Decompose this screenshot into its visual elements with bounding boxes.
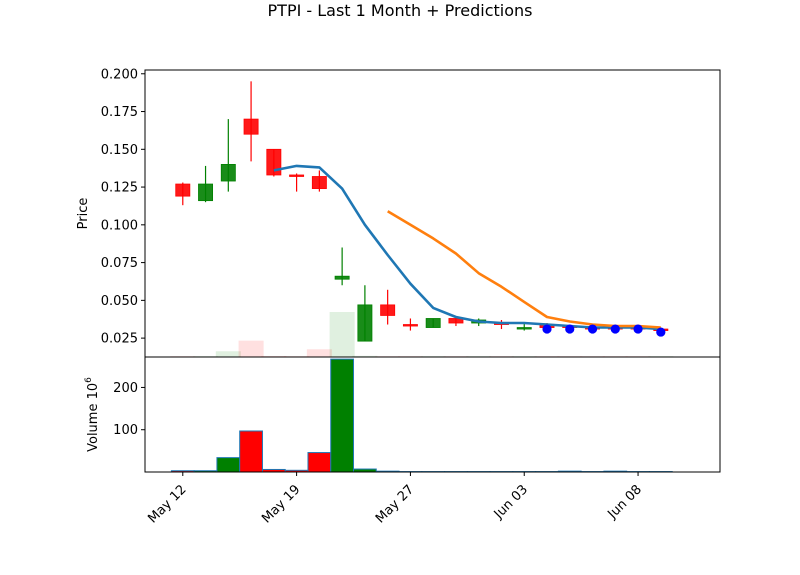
candle-body	[220, 164, 236, 182]
prediction-lines	[273, 164, 666, 337]
x-axis: May 12 May 19 May 27 Jun 03 Jun 08	[145, 472, 645, 526]
price-volume-overlay-bar	[306, 349, 332, 357]
price-y-tick-label: 0.025	[101, 332, 138, 347]
volume-y-tick-label: 100	[113, 423, 138, 438]
volume-bars	[170, 358, 673, 473]
prediction-marker	[656, 327, 666, 337]
candle-body	[243, 118, 259, 135]
candle-body	[380, 304, 396, 316]
candle-body	[402, 324, 418, 327]
x-tick-label: Jun 08	[605, 482, 645, 522]
candle-body	[266, 148, 282, 176]
price-y-tick-label: 0.075	[101, 256, 138, 271]
candle-body	[289, 174, 305, 177]
volume-bar	[239, 430, 263, 473]
x-tick-label: Jun 03	[491, 482, 531, 522]
price-y-tick-label: 0.150	[101, 143, 138, 158]
volume-axis-label-exponent: 6	[84, 377, 94, 383]
price-y-tick-label: 0.100	[101, 218, 138, 233]
candle-body	[198, 183, 214, 202]
price-y-tick-label: 0.050	[101, 294, 138, 309]
x-tick-label: May 12	[145, 482, 189, 526]
price-volume-overlay-bar	[352, 355, 378, 357]
volume-y-axis: 100 200	[113, 381, 145, 438]
price-volume-overlay-bar	[238, 340, 264, 357]
candles	[175, 81, 669, 342]
prediction-line	[387, 210, 661, 329]
price-y-tick-label: 0.200	[101, 67, 138, 82]
candle-body	[357, 304, 373, 342]
volume-panel-frame	[144, 356, 721, 473]
price-panel-frame	[144, 69, 721, 358]
chart-title: PTPI - Last 1 Month + Predictions	[268, 1, 533, 20]
x-tick-label: May 27	[373, 482, 417, 526]
volume-panel: 100 200	[113, 356, 721, 473]
price-axis-label: Price	[76, 198, 91, 230]
candle-body	[448, 318, 464, 324]
x-tick-label: May 19	[259, 482, 303, 526]
prediction-marker	[565, 324, 575, 334]
price-y-tick-label: 0.125	[101, 181, 138, 196]
volume-bar	[330, 358, 355, 473]
candle-body	[425, 318, 441, 328]
volume-bars-overlay	[170, 312, 674, 357]
price-panel: 0.025 0.050 0.075 0.100 0.125 0.150 0.175 0.200	[101, 67, 721, 358]
candle-body	[334, 275, 350, 280]
volume-bar	[216, 457, 241, 473]
volume-bar	[307, 452, 332, 473]
prediction-marker	[587, 324, 598, 334]
prediction-marker	[542, 324, 552, 334]
price-y-tick-label: 0.175	[101, 105, 138, 120]
candle-body	[175, 183, 191, 197]
candle-body	[311, 176, 327, 189]
price-y-axis: 0.025 0.050 0.075 0.100 0.125 0.150 0.175 0.200	[101, 67, 145, 347]
prediction-marker	[633, 324, 643, 334]
price-volume-overlay-bar	[329, 312, 355, 357]
price-volume-overlay-bar	[215, 351, 241, 357]
volume-axis-label-text: Volume 10	[86, 383, 101, 452]
prediction-marker	[610, 324, 620, 334]
candle-body	[516, 327, 532, 330]
price-volume-overlay-bar	[261, 355, 287, 357]
volume-axis-label: Volume 106	[84, 377, 101, 452]
moving-average-line	[273, 164, 661, 331]
volume-y-tick-label: 200	[113, 381, 138, 396]
